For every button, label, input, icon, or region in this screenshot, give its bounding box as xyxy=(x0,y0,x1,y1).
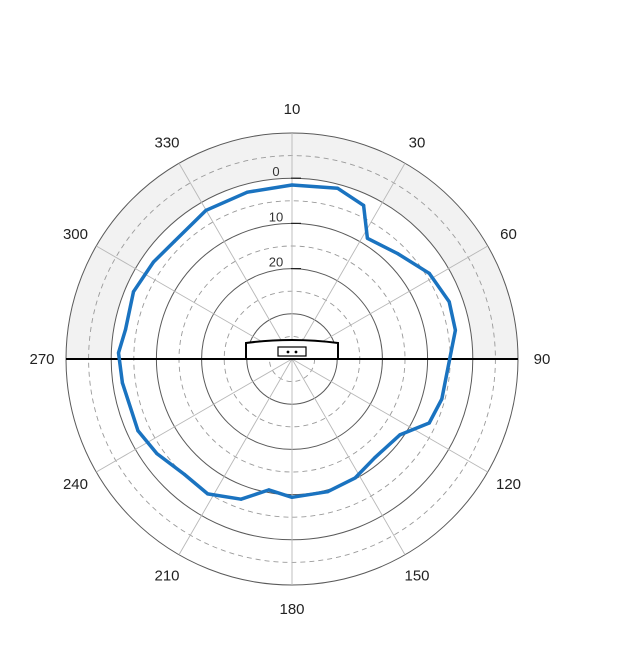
data-point xyxy=(325,490,330,494)
data-point xyxy=(336,186,340,190)
data-point xyxy=(362,203,366,207)
radial-tick-labels: 0 10 20 xyxy=(269,164,301,270)
data-point xyxy=(136,429,140,433)
data-point xyxy=(353,476,357,480)
spoke-line xyxy=(178,163,293,360)
angle-tick-labels: 10 30 60 90 120 150 180 210 240 270 300 330 xyxy=(29,101,550,618)
spoke-line xyxy=(178,358,293,555)
data-point xyxy=(155,452,159,456)
angle-label-180: 180 xyxy=(279,601,304,618)
angle-label-60: 60 xyxy=(500,226,517,243)
spoke-line xyxy=(96,358,293,473)
data-point xyxy=(448,357,452,361)
data-point xyxy=(373,456,377,460)
data-point xyxy=(440,397,444,401)
data-point xyxy=(398,433,402,437)
data-point xyxy=(245,190,249,194)
series-points xyxy=(116,183,457,501)
data-point xyxy=(427,421,431,425)
angle-label-150: 150 xyxy=(404,568,429,585)
data-point xyxy=(172,239,176,243)
angle-label-90: 90 xyxy=(534,351,551,368)
data-point xyxy=(182,472,187,476)
data-point xyxy=(267,488,271,492)
spoke-line xyxy=(96,245,293,360)
device-dot xyxy=(294,350,298,354)
spoke-line xyxy=(291,163,406,360)
angle-label-240: 240 xyxy=(63,476,88,493)
data-point xyxy=(131,290,136,294)
data-point xyxy=(395,251,400,256)
angle-spokes xyxy=(96,133,488,585)
data-point xyxy=(290,495,294,499)
device-icon xyxy=(245,339,339,360)
data-point xyxy=(447,300,451,304)
angle-label-30: 30 xyxy=(409,134,426,151)
radial-tick-label: 0 xyxy=(272,164,279,179)
angle-label-330: 330 xyxy=(154,134,179,151)
data-point xyxy=(116,351,121,355)
data-point xyxy=(453,328,457,332)
data-point xyxy=(120,381,124,385)
angle-label-210: 210 xyxy=(154,568,179,585)
radial-tick-label: 10 xyxy=(269,209,283,224)
data-point xyxy=(123,328,128,332)
data-point xyxy=(290,183,294,187)
data-point xyxy=(151,260,156,264)
device-dot xyxy=(286,350,290,354)
angle-label-270: 270 xyxy=(29,351,54,368)
data-point xyxy=(365,236,370,240)
angle-label-120: 120 xyxy=(496,476,521,493)
data-point xyxy=(427,271,431,275)
angle-label-300: 300 xyxy=(63,226,88,243)
radial-tick-label: 20 xyxy=(269,255,283,270)
device-window xyxy=(277,346,307,357)
data-point xyxy=(206,492,210,496)
spoke-line xyxy=(291,245,488,360)
angle-label-0: 10 xyxy=(284,101,301,118)
data-point xyxy=(204,208,208,212)
spoke-line xyxy=(291,358,488,473)
spoke-line xyxy=(291,358,406,555)
data-point xyxy=(239,497,243,501)
